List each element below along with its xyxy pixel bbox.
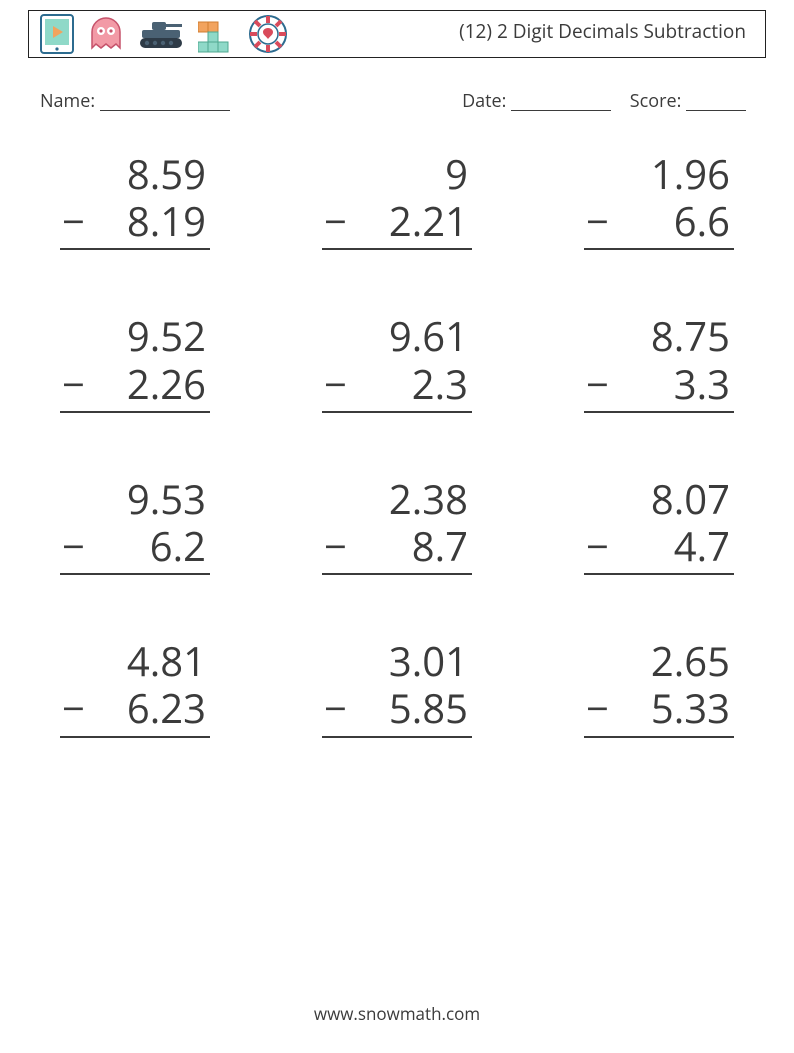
- problem-row: 9.53−6.22.38−8.78.07−4.7: [60, 475, 734, 575]
- problem-rule: [322, 736, 472, 738]
- minuend: 9.52: [60, 312, 210, 359]
- problem-rule: [60, 736, 210, 738]
- problem-row: 8.59−8.199−2.211.96−6.6: [60, 150, 734, 250]
- minuend: 9.61: [322, 312, 472, 359]
- subtrahend: 2.21: [354, 197, 468, 244]
- ghost-icon: [88, 14, 124, 54]
- problem-rule: [60, 411, 210, 413]
- problem: 9−2.21: [322, 150, 472, 250]
- operator: −: [60, 522, 92, 569]
- minuend: 8.75: [584, 312, 734, 359]
- problem-rule: [322, 411, 472, 413]
- problem-rule: [322, 248, 472, 250]
- problem: 4.81−6.23: [60, 637, 210, 737]
- subtrahend: 8.19: [92, 197, 206, 244]
- problem: 1.96−6.6: [584, 150, 734, 250]
- header-icons: [40, 14, 288, 54]
- operator: −: [322, 684, 354, 731]
- poker-chip-icon: [248, 14, 288, 54]
- minuend: 9.53: [60, 475, 210, 522]
- operator: −: [60, 360, 92, 407]
- operator: −: [322, 522, 354, 569]
- subtrahend: 3.3: [616, 360, 730, 407]
- problem: 2.38−8.7: [322, 475, 472, 575]
- minuend: 8.07: [584, 475, 734, 522]
- subtrahend: 6.2: [92, 522, 206, 569]
- date-label: Date:: [462, 89, 506, 113]
- subtrahend: 6.6: [616, 197, 730, 244]
- operator: −: [584, 197, 616, 244]
- problem: 8.59−8.19: [60, 150, 210, 250]
- problems-grid: 8.59−8.199−2.211.96−6.69.52−2.269.61−2.3…: [60, 150, 734, 800]
- tetris-icon: [198, 14, 234, 54]
- problem: 9.61−2.3: [322, 312, 472, 412]
- minuend: 8.59: [60, 150, 210, 197]
- subtrahend: 2.26: [92, 360, 206, 407]
- subtrahend: 2.3: [354, 360, 468, 407]
- operator: −: [584, 360, 616, 407]
- subtrahend: 6.23: [92, 684, 206, 731]
- play-tablet-icon: [40, 14, 74, 54]
- problem-rule: [584, 573, 734, 575]
- name-blank[interactable]: [100, 92, 230, 111]
- problem: 9.53−6.2: [60, 475, 210, 575]
- subtrahend: 8.7: [354, 522, 468, 569]
- problem-row: 9.52−2.269.61−2.38.75−3.3: [60, 312, 734, 412]
- worksheet-title: (12) 2 Digit Decimals Subtraction: [459, 18, 746, 44]
- minuend: 3.01: [322, 637, 472, 684]
- name-label: Name:: [40, 89, 95, 113]
- problem-rule: [322, 573, 472, 575]
- subtrahend: 4.7: [616, 522, 730, 569]
- problem-rule: [584, 411, 734, 413]
- problem-rule: [584, 248, 734, 250]
- problem: 2.65−5.33: [584, 637, 734, 737]
- tank-icon: [138, 18, 184, 50]
- problem: 8.07−4.7: [584, 475, 734, 575]
- operator: −: [60, 684, 92, 731]
- problem-rule: [60, 573, 210, 575]
- operator: −: [322, 197, 354, 244]
- operator: −: [584, 684, 616, 731]
- problem-row: 4.81−6.233.01−5.852.65−5.33: [60, 637, 734, 737]
- minuend: 2.65: [584, 637, 734, 684]
- operator: −: [322, 360, 354, 407]
- minuend: 1.96: [584, 150, 734, 197]
- problem: 9.52−2.26: [60, 312, 210, 412]
- problem-rule: [60, 248, 210, 250]
- operator: −: [584, 522, 616, 569]
- score-blank[interactable]: [686, 92, 746, 111]
- subtrahend: 5.33: [616, 684, 730, 731]
- footer-url: www.snowmath.com: [0, 1002, 794, 1025]
- subtrahend: 5.85: [354, 684, 468, 731]
- date-blank[interactable]: [511, 92, 611, 111]
- problem: 3.01−5.85: [322, 637, 472, 737]
- minuend: 2.38: [322, 475, 472, 522]
- problem: 8.75−3.3: [584, 312, 734, 412]
- score-label: Score:: [630, 89, 682, 113]
- problem-rule: [584, 736, 734, 738]
- minuend: 9: [322, 150, 472, 197]
- minuend: 4.81: [60, 637, 210, 684]
- operator: −: [60, 197, 92, 244]
